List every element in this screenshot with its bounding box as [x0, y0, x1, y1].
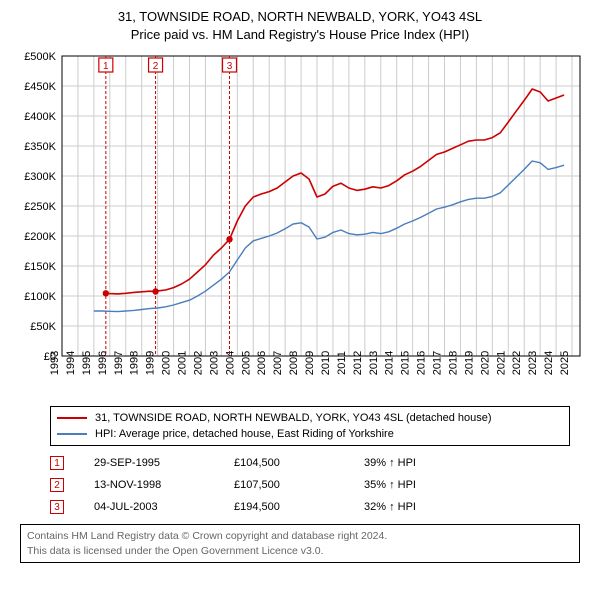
svg-text:2016: 2016 [416, 351, 428, 375]
sales-diff-1: 39% ↑ HPI [364, 457, 484, 469]
svg-text:2012: 2012 [352, 351, 364, 375]
title-block: 31, TOWNSIDE ROAD, NORTH NEWBALD, YORK, … [12, 8, 588, 44]
svg-text:2017: 2017 [432, 351, 444, 375]
svg-text:£450K: £450K [24, 81, 56, 93]
svg-text:1998: 1998 [129, 351, 141, 375]
svg-text:2022: 2022 [511, 351, 523, 375]
chart-area: £0£50K£100K£150K£200K£250K£300K£350K£400… [12, 50, 588, 398]
svg-text:£200K: £200K [24, 231, 56, 243]
sales-price-1: £104,500 [234, 457, 364, 469]
svg-text:£400K: £400K [24, 111, 56, 123]
sales-price-2: £107,500 [234, 479, 364, 491]
svg-text:3: 3 [227, 61, 233, 72]
svg-text:2000: 2000 [161, 351, 173, 375]
svg-text:2024: 2024 [543, 351, 555, 375]
svg-text:1994: 1994 [65, 351, 77, 375]
svg-text:1993: 1993 [49, 351, 61, 375]
footer-line-1: Contains HM Land Registry data © Crown c… [27, 529, 573, 543]
legend: 31, TOWNSIDE ROAD, NORTH NEWBALD, YORK, … [50, 406, 570, 446]
svg-text:2002: 2002 [192, 351, 204, 375]
legend-row-property: 31, TOWNSIDE ROAD, NORTH NEWBALD, YORK, … [57, 410, 563, 426]
legend-row-hpi: HPI: Average price, detached house, East… [57, 426, 563, 442]
footer-line-2: This data is licensed under the Open Gov… [27, 544, 573, 558]
sales-row-1: 1 29-SEP-1995 £104,500 39% ↑ HPI [50, 452, 570, 474]
svg-text:£150K: £150K [24, 261, 56, 273]
svg-text:2023: 2023 [527, 351, 539, 375]
svg-text:2025: 2025 [559, 351, 571, 375]
svg-text:£100K: £100K [24, 291, 56, 303]
title-address: 31, TOWNSIDE ROAD, NORTH NEWBALD, YORK, … [12, 8, 588, 26]
svg-text:2013: 2013 [368, 351, 380, 375]
sales-marker-3: 3 [50, 500, 64, 514]
svg-text:£500K: £500K [24, 51, 56, 63]
sales-diff-2: 35% ↑ HPI [364, 479, 484, 491]
svg-text:2019: 2019 [463, 351, 475, 375]
footer: Contains HM Land Registry data © Crown c… [20, 524, 580, 562]
sales-marker-1: 1 [50, 456, 64, 470]
sales-date-3: 04-JUL-2003 [94, 501, 234, 513]
legend-label-hpi: HPI: Average price, detached house, East… [95, 428, 394, 440]
svg-text:1996: 1996 [97, 351, 109, 375]
sales-table: 1 29-SEP-1995 £104,500 39% ↑ HPI 2 13-NO… [50, 452, 570, 518]
svg-text:2021: 2021 [495, 351, 507, 375]
svg-text:1995: 1995 [81, 351, 93, 375]
svg-text:2009: 2009 [304, 351, 316, 375]
svg-text:2003: 2003 [208, 351, 220, 375]
svg-text:1: 1 [103, 61, 109, 72]
svg-text:2020: 2020 [479, 351, 491, 375]
svg-text:2001: 2001 [177, 351, 189, 375]
svg-text:2004: 2004 [224, 351, 236, 375]
sales-marker-2: 2 [50, 478, 64, 492]
sales-price-3: £194,500 [234, 501, 364, 513]
svg-text:2014: 2014 [384, 351, 396, 375]
svg-text:2011: 2011 [336, 352, 348, 376]
svg-text:2: 2 [153, 61, 159, 72]
svg-text:2007: 2007 [272, 351, 284, 375]
title-subtitle: Price paid vs. HM Land Registry's House … [12, 26, 588, 44]
sales-row-2: 2 13-NOV-1998 £107,500 35% ↑ HPI [50, 474, 570, 496]
legend-label-property: 31, TOWNSIDE ROAD, NORTH NEWBALD, YORK, … [95, 412, 492, 424]
svg-text:2005: 2005 [240, 351, 252, 375]
sales-date-2: 13-NOV-1998 [94, 479, 234, 491]
svg-text:2008: 2008 [288, 351, 300, 375]
svg-text:2010: 2010 [320, 351, 332, 375]
sales-row-3: 3 04-JUL-2003 £194,500 32% ↑ HPI [50, 496, 570, 518]
chart-svg: £0£50K£100K£150K£200K£250K£300K£350K£400… [12, 50, 588, 398]
sales-diff-3: 32% ↑ HPI [364, 501, 484, 513]
svg-text:£300K: £300K [24, 171, 56, 183]
svg-text:2018: 2018 [447, 351, 459, 375]
chart-container: 31, TOWNSIDE ROAD, NORTH NEWBALD, YORK, … [0, 0, 600, 590]
svg-text:1997: 1997 [113, 351, 125, 375]
svg-text:2015: 2015 [400, 351, 412, 375]
svg-text:1999: 1999 [145, 351, 157, 375]
svg-text:£50K: £50K [30, 321, 56, 333]
svg-text:£350K: £350K [24, 141, 56, 153]
svg-text:£250K: £250K [24, 201, 56, 213]
svg-text:2006: 2006 [256, 351, 268, 375]
legend-swatch-hpi [57, 433, 87, 435]
legend-swatch-property [57, 417, 87, 419]
sales-date-1: 29-SEP-1995 [94, 457, 234, 469]
